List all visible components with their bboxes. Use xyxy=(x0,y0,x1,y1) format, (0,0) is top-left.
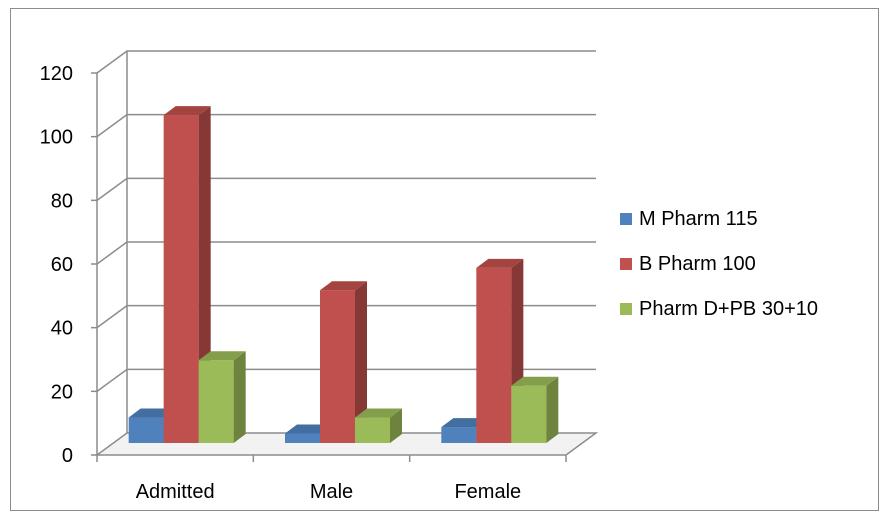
legend-swatch xyxy=(620,303,632,315)
gridline xyxy=(96,241,596,265)
bar-top xyxy=(511,376,559,386)
bar-front xyxy=(355,417,390,443)
gridline xyxy=(96,50,596,74)
bar-front xyxy=(198,360,234,443)
bar xyxy=(355,408,402,443)
bar-front xyxy=(285,433,320,443)
bar-top xyxy=(163,106,211,116)
gridline xyxy=(96,304,596,329)
bar-front xyxy=(128,417,164,443)
legend-swatch xyxy=(620,213,632,225)
bar xyxy=(163,106,211,443)
gridline xyxy=(96,368,596,392)
y-tick-label: 20 xyxy=(51,381,73,403)
bar-top xyxy=(355,408,402,418)
bar-top xyxy=(198,351,246,361)
bar-top xyxy=(320,281,367,291)
bar-front xyxy=(320,290,355,443)
legend-label: Pharm D+PB 30+10 xyxy=(639,298,818,320)
y-tick-label: 60 xyxy=(51,254,73,276)
legend-label: B Pharm 100 xyxy=(639,253,756,275)
x-tick-label: Male xyxy=(310,481,353,503)
x-tick-label: Female xyxy=(454,481,521,503)
legend-label: M Pharm 115 xyxy=(639,208,758,230)
bar xyxy=(320,281,367,443)
legend-swatch xyxy=(620,258,632,270)
bar-front xyxy=(511,385,547,443)
bar-side xyxy=(546,376,559,443)
y-tick-label: 40 xyxy=(51,318,73,340)
bar xyxy=(198,351,246,443)
bar-front xyxy=(163,115,199,443)
bar-side xyxy=(355,281,367,443)
y-tick-label: 0 xyxy=(62,445,73,467)
x-tick-label: Admitted xyxy=(136,481,215,503)
y-tick-label: 100 xyxy=(40,127,73,149)
gridline xyxy=(96,113,596,138)
gridline xyxy=(96,177,596,201)
bar xyxy=(511,376,559,443)
bar-side xyxy=(233,351,246,443)
bar-front xyxy=(441,427,477,443)
bar-front xyxy=(476,267,512,443)
bar-top xyxy=(476,258,524,268)
bar-side xyxy=(390,408,402,443)
y-tick-label: 80 xyxy=(51,190,73,212)
y-tick-label: 120 xyxy=(40,63,73,85)
